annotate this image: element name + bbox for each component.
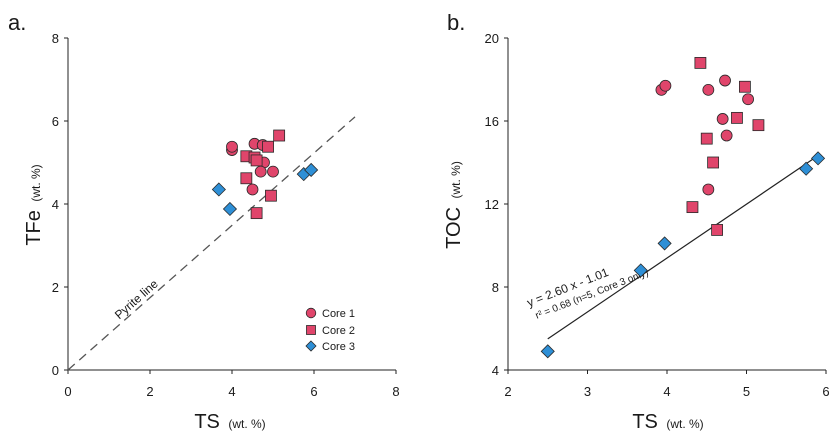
panel-a-x-ticks: 0 2 4 6 8: [64, 370, 400, 399]
svg-text:TS (wt. %): TS (wt. %): [194, 411, 265, 433]
panel-a-x-tick-label: 4: [228, 384, 235, 399]
panel-a-y-tick-label: 6: [52, 114, 59, 129]
legend-core1-marker: [305, 307, 317, 319]
panel-a-y-ticks: 0 2 4 6 8: [52, 31, 68, 378]
panel-a-core2-point: [250, 207, 263, 220]
panel-b-core2-point: [707, 156, 720, 169]
panel-b-core3-point: [633, 263, 648, 278]
pyrite-line: [67, 116, 356, 371]
panel-a-core1-point: [226, 140, 238, 153]
pyrite-line-label: Pyrite line: [112, 276, 161, 322]
panel-b-core3-point: [657, 236, 672, 251]
panel-a-core2-point: [250, 154, 263, 167]
panel-b-y-tick-label: 4: [492, 363, 499, 378]
panel-b-x-tick-label: 4: [663, 384, 670, 399]
panel-a-core3-point: [211, 182, 226, 197]
panel-b-core1-point: [742, 93, 754, 106]
panel-b-y-tick-label: 8: [492, 280, 499, 295]
panel-a-x-tick-label: 0: [64, 384, 71, 399]
panel-a-core1-point: [267, 165, 279, 178]
panel-a-label: a.: [8, 10, 26, 35]
panel-a: a. 0 2 4 6 8 0 2 4 6 8 Pyrite line TS (wt. %) TF…: [8, 10, 400, 433]
svg-text:TFe (wt. %): TFe (wt. %): [23, 164, 45, 245]
legend-core1-label: Core 1: [322, 308, 355, 320]
panel-a-y-label-unit: (wt. %): [29, 164, 43, 201]
legend: Core 1 Core 2 Core 3: [305, 307, 355, 353]
panel-b-core2-point: [752, 119, 765, 132]
panel-a-points: [211, 129, 319, 220]
panel-b-x-tick-label: 2: [504, 384, 511, 399]
panel-a-core3-point: [304, 162, 319, 178]
panel-b-y-tick-label: 12: [485, 197, 499, 212]
panel-b-core2-point: [739, 80, 751, 93]
panel-a-y-tick-label: 2: [52, 280, 59, 295]
panel-a-x-label: TS (wt. %): [194, 411, 265, 433]
panel-a-core2-point: [262, 140, 274, 153]
panel-b-core1-point: [702, 183, 715, 196]
panel-a-y-tick-label: 4: [52, 197, 59, 212]
legend-core2-marker: [306, 325, 316, 335]
panel-b-core2-point: [731, 111, 743, 124]
panel-a-core2-point: [240, 172, 253, 185]
panel-b-y-ticks: 4 8 12 16 20: [485, 31, 508, 378]
panel-b-x-tick-label: 6: [822, 384, 829, 399]
panel-b-y-label: TOC (wt. %): [443, 161, 465, 249]
panel-a-y-label-main: TFe: [23, 210, 45, 246]
panel-b-label: b.: [447, 10, 465, 35]
panel-b-core2-point: [694, 57, 707, 69]
panel-b-core2-point: [711, 224, 723, 236]
panel-a-y-label: TFe (wt. %): [23, 164, 45, 245]
panel-b-points: [540, 57, 826, 359]
panel-a-x-tick-label: 2: [146, 384, 153, 399]
panel-b-core3-point: [799, 161, 814, 176]
legend-core3-label: Core 3: [322, 341, 355, 353]
panel-b-x-label-main: TS: [632, 411, 658, 433]
panel-a-y-tick-label: 0: [52, 363, 59, 378]
panel-b-core1-point: [716, 113, 729, 125]
legend-core3-marker: [305, 340, 317, 352]
panel-b-y-tick-label: 16: [485, 114, 499, 129]
panel-b-core1-point: [719, 74, 731, 87]
panel-b-x-label: TS (wt. %): [632, 411, 703, 433]
legend-core2-label: Core 2: [322, 325, 355, 337]
panel-b-y-label-unit: (wt. %): [449, 161, 463, 198]
panel-b-y-tick-label: 20: [485, 31, 499, 46]
panel-b-core2-point: [700, 132, 713, 145]
regression-line: [547, 155, 819, 340]
svg-text:TS (wt. %): TS (wt. %): [632, 411, 703, 433]
svg-text:TOC (wt. %): TOC (wt. %): [443, 161, 465, 249]
panel-a-x-tick-label: 8: [392, 384, 399, 399]
panel-b-core3-point: [540, 344, 555, 359]
panel-b-core1-point: [720, 129, 733, 142]
panel-a-core2-point: [265, 189, 277, 202]
panel-b-core2-point: [686, 201, 699, 214]
panel-a-y-tick-label: 8: [52, 31, 59, 46]
panel-b-x-tick-label: 3: [584, 384, 591, 399]
panel-a-core3-point: [222, 201, 238, 217]
panel-b-x-tick-label: 5: [743, 384, 750, 399]
panel-b-core1-point: [702, 83, 715, 96]
panel-a-x-label-unit: (wt. %): [228, 417, 265, 431]
panel-b-core1-point: [659, 79, 672, 92]
panel-b-core3-point: [810, 151, 826, 166]
panel-a-x-label-main: TS: [194, 411, 220, 433]
panel-a-core1-point: [254, 165, 267, 178]
panel-a-core1-point: [246, 183, 259, 196]
panel-b-x-ticks: 2 3 4 5 6: [504, 370, 830, 399]
panel-a-core2-point: [273, 129, 286, 142]
panel-b-x-label-unit: (wt. %): [666, 417, 703, 431]
panel-a-x-tick-label: 6: [310, 384, 317, 399]
panel-b-y-label-main: TOC: [443, 207, 465, 249]
